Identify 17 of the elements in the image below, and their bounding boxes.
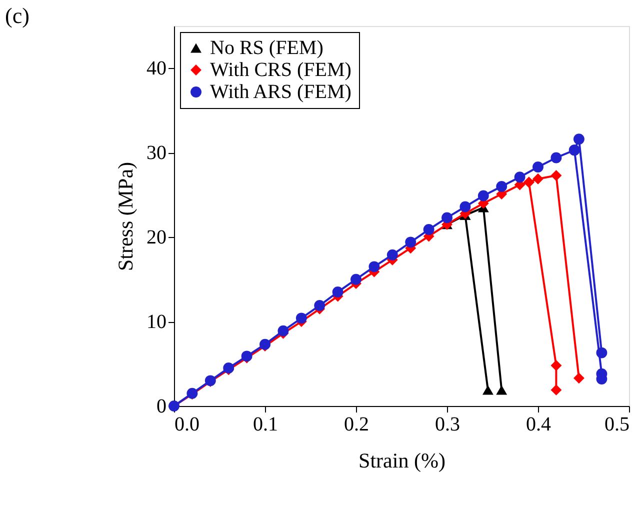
legend-label: No RS (FEM) [210, 37, 324, 59]
x-tick-label: 0.1 [253, 414, 278, 436]
y-tick-label: 20 [146, 226, 166, 249]
y-axis-title: Stress (MPa) [114, 162, 138, 272]
x-tick-label: 0.5 [604, 414, 630, 436]
chart-title: (c) [5, 3, 30, 28]
y-tick-label: 0 [156, 396, 166, 418]
legend-label: With CRS (FEM) [210, 59, 352, 81]
x-axis-title: Strain (%) [358, 448, 446, 472]
legend-label: With ARS (FEM) [210, 81, 352, 103]
y-tick-label: 40 [146, 58, 166, 80]
y-tick-label: 10 [146, 311, 166, 334]
x-tick-label: 0.4 [526, 414, 551, 436]
x-tick-label: 0.2 [344, 414, 369, 436]
x-tick-label: 0.3 [435, 414, 460, 436]
y-tick-label: 30 [146, 142, 166, 164]
x-tick-label: 0.0 [174, 414, 200, 436]
